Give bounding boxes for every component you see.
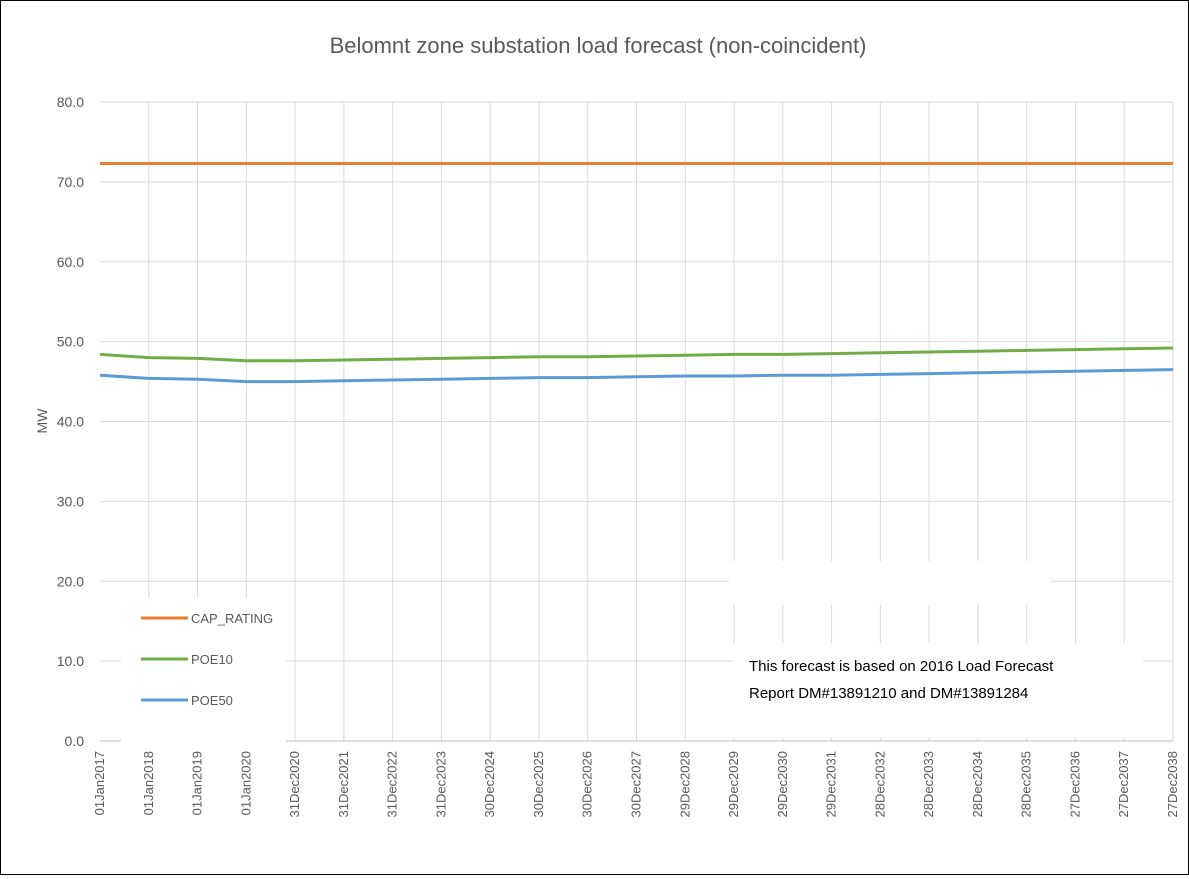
x-tick-label: 28Dec2035	[1019, 751, 1034, 818]
annotation-background-lower	[733, 643, 1143, 738]
y-tick-label: 20.0	[57, 573, 84, 589]
legend-label: CAP_RATING	[191, 611, 273, 626]
y-tick-label: 50.0	[57, 334, 84, 350]
x-tick-label: 30Dec2026	[580, 751, 595, 818]
x-tick-label: 01Jan2017	[92, 751, 107, 815]
x-tick-label: 31Dec2021	[336, 751, 351, 818]
y-axis-label: MW	[34, 408, 50, 434]
y-tick-label: 0.0	[65, 733, 85, 749]
series-line-poe10	[99, 346, 1174, 363]
series-line-poe50	[99, 368, 1174, 384]
x-tick-label: 28Dec2032	[872, 751, 887, 818]
x-tick-label: 30Dec2024	[482, 751, 497, 818]
x-tick-label: 28Dec2033	[921, 751, 936, 818]
annotation-line-2: Report DM#13891210 and DM#13891284	[749, 685, 1028, 702]
legend: CAP_RATING POE10 POE50	[121, 598, 286, 743]
x-tick-label: 27Dec2037	[1116, 751, 1131, 818]
x-tick-label: 31Dec2023	[433, 751, 448, 818]
x-tick-label: 29Dec2028	[677, 751, 692, 818]
y-tick-label: 30.0	[57, 493, 84, 509]
x-tick-label: 29Dec2031	[824, 751, 839, 818]
x-tick-label: 27Dec2036	[1067, 751, 1082, 818]
x-tick-label: 31Dec2020	[287, 751, 302, 818]
x-tick-label: 29Dec2030	[775, 751, 790, 818]
annotation-background	[729, 561, 1051, 605]
x-tick-label: 31Dec2022	[385, 751, 400, 818]
legend-label: POE10	[191, 652, 233, 667]
y-tick-label: 70.0	[57, 174, 84, 190]
x-tick-label: 30Dec2025	[531, 751, 546, 818]
y-tick-label: 80.0	[57, 94, 84, 110]
legend-label: POE50	[191, 693, 233, 708]
x-tick-label: 01Jan2018	[141, 751, 156, 815]
chart-title: Belomnt zone substation load forecast (n…	[330, 33, 867, 58]
annotation-line-1: This forecast is based on 2016 Load Fore…	[749, 658, 1054, 675]
series-lines	[99, 162, 1174, 384]
y-tick-label: 60.0	[57, 254, 84, 270]
x-tick-label: 01Jan2019	[190, 751, 205, 815]
legend-background	[121, 598, 286, 743]
x-tick-label: 30Dec2027	[629, 751, 644, 818]
x-tick-label: 28Dec2034	[970, 751, 985, 818]
x-tick-label: 01Jan2020	[238, 751, 253, 815]
x-tick-label: 27Dec2038	[1165, 751, 1180, 818]
gridlines	[100, 101, 1174, 741]
y-tick-label: 10.0	[57, 653, 84, 669]
x-tick-label: 29Dec2029	[726, 751, 741, 818]
annotation-box: This forecast is based on 2016 Load Fore…	[729, 561, 1143, 738]
y-tick-label: 40.0	[57, 414, 84, 430]
